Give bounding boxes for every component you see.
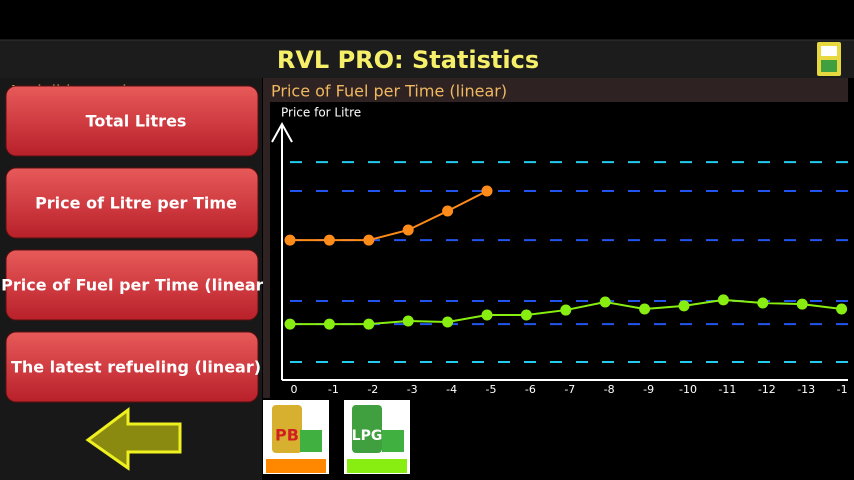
pb-label: PB — [275, 426, 299, 445]
x-tick-label: -1 — [328, 383, 339, 396]
data-point — [678, 300, 690, 312]
x-tick-label: -12 — [758, 383, 776, 396]
plot-area — [270, 102, 848, 398]
y-axis-arrow — [271, 121, 293, 143]
x-tick-label: -2 — [367, 383, 378, 396]
x-tick-label: -3 — [407, 383, 418, 396]
data-point — [481, 185, 493, 197]
data-point — [836, 303, 848, 315]
button-bg — [5, 85, 259, 157]
data-point — [284, 318, 296, 330]
lpg-label: LPG — [352, 428, 383, 444]
data-point — [323, 234, 335, 246]
button-label: Price of Litre per Time — [35, 194, 237, 213]
data-point — [757, 297, 769, 309]
x-tick-label: -4 — [446, 383, 457, 396]
data-point — [796, 298, 808, 310]
data-point — [639, 303, 651, 315]
button-label: Total Litres — [86, 112, 187, 131]
x-tick-label: -9 — [643, 383, 654, 396]
button-label: Price of Fuel per Time (linear) — [1, 276, 271, 295]
data-point — [442, 316, 454, 328]
chart-title: Price of Fuel per Time (linear) — [271, 82, 507, 101]
data-point — [717, 294, 729, 306]
x-tick-label: -5 — [486, 383, 497, 396]
graph-button[interactable]: The latest refueling (linear) — [5, 331, 261, 403]
app-icon — [817, 42, 841, 76]
data-point — [363, 318, 375, 330]
graph-button[interactable]: Price of Litre per Time — [5, 167, 259, 239]
x-tick-label: -13 — [797, 383, 815, 396]
data-point — [442, 205, 454, 217]
button-bg — [5, 331, 259, 403]
data-point — [402, 315, 414, 327]
data-point — [284, 234, 296, 246]
graph-button[interactable]: Price of Fuel per Time (linear) — [1, 249, 271, 321]
data-point — [363, 234, 375, 246]
data-point — [520, 309, 532, 321]
button-label: The latest refueling (linear) — [11, 358, 261, 377]
x-tick-label: -6 — [525, 383, 536, 396]
button-bg — [5, 249, 259, 321]
data-point — [402, 224, 414, 236]
x-tick-label: -14 — [837, 383, 854, 396]
data-point — [481, 309, 493, 321]
x-tick-label: -7 — [564, 383, 575, 396]
data-point — [599, 296, 611, 308]
data-point — [323, 318, 335, 330]
back-button[interactable] — [85, 407, 182, 471]
app-title: RVL PRO: Statistics — [277, 46, 539, 74]
x-tick-label: -8 — [604, 383, 615, 396]
header-bar — [0, 40, 854, 78]
x-tick-label: 0 — [291, 383, 298, 396]
x-tick-label: -11 — [718, 383, 736, 396]
button-bg — [5, 167, 259, 239]
graph-button[interactable]: Total Litres — [5, 85, 259, 157]
lpg-icon[interactable]: LPG — [344, 400, 410, 474]
x-tick-label: -10 — [679, 383, 697, 396]
series-line — [290, 190, 488, 242]
pb-icon[interactable]: PB — [263, 400, 329, 474]
y-axis-label: Price for Litre — [281, 106, 361, 120]
data-point — [560, 304, 572, 316]
